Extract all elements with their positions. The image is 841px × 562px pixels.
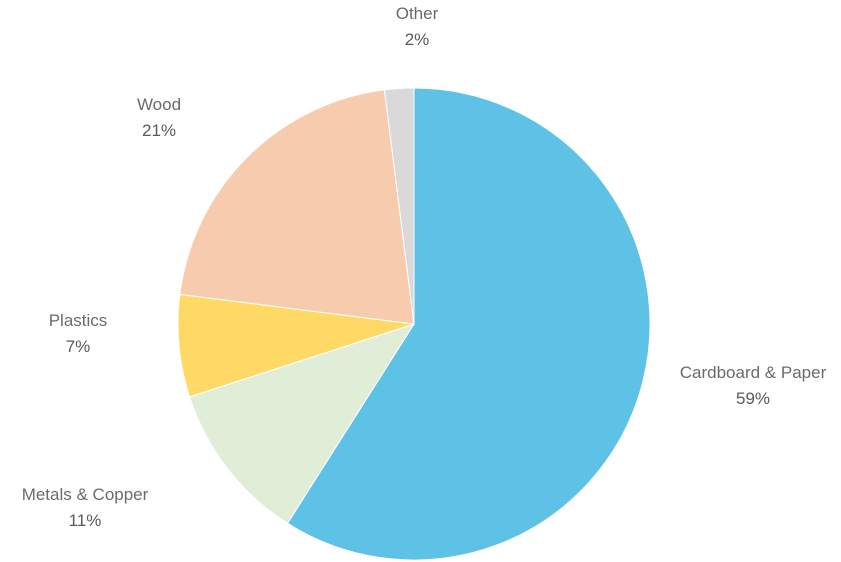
- slice-label-other: Other: [396, 4, 439, 23]
- slice-metals-copper: [188, 323, 416, 524]
- slice-other: [383, 87, 415, 325]
- slice-label-plastics: Plastics: [49, 311, 108, 330]
- pie-slices: [177, 87, 651, 561]
- slice-percent-cardboard-paper: 59%: [736, 389, 770, 408]
- slice-label-cardboard-paper: Cardboard & Paper: [680, 363, 827, 382]
- slice-percent-wood: 21%: [142, 121, 176, 140]
- slice-label-wood: Wood: [137, 95, 181, 114]
- pie-labels: Cardboard & Paper 59% Metals & Copper 11% Pl…: [22, 4, 827, 530]
- slice-wood: [179, 89, 415, 325]
- slice-percent-other: 2%: [405, 30, 430, 49]
- slice-percent-metals-copper: 11%: [69, 511, 102, 530]
- slice-plastics: [177, 293, 415, 398]
- slice-label-metals-copper: Metals & Copper: [22, 485, 149, 504]
- slice-percent-plastics: 7%: [66, 337, 91, 356]
- slice-cardboard-paper: [286, 87, 651, 561]
